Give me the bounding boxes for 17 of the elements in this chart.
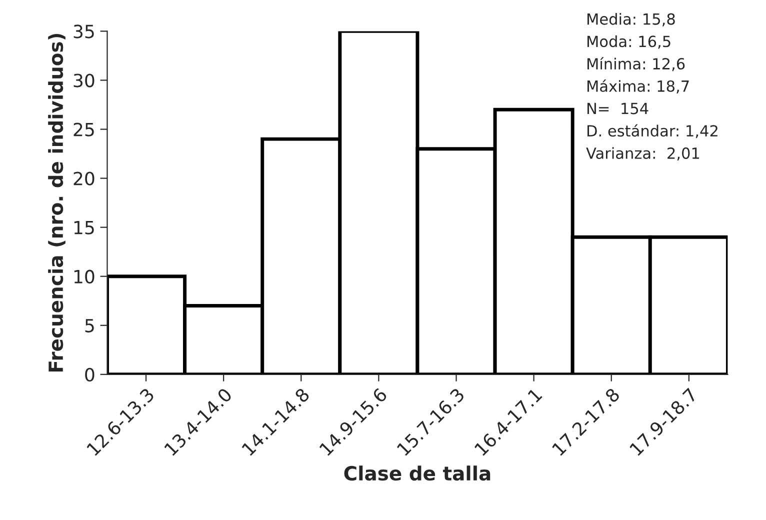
y-tick-label: 10 bbox=[74, 270, 94, 284]
y-tick-label: 25 bbox=[74, 122, 94, 136]
annotation: Varianza: 2,01 bbox=[586, 147, 700, 161]
annotation: N= 154 bbox=[587, 102, 648, 114]
y-tick-label: 15 bbox=[74, 221, 94, 234]
y-tick-label: 35 bbox=[74, 24, 94, 38]
y-tick-label: 20 bbox=[74, 172, 94, 186]
y-tick-label: 30 bbox=[74, 74, 94, 88]
y-tick-label: 5 bbox=[85, 319, 94, 332]
text: Media: 15,8 bbox=[587, 13, 675, 26]
annotation: Máxima: 18,7 bbox=[587, 79, 689, 94]
annotation: D. estándar: 1,42 bbox=[587, 124, 718, 138]
y-tick-label: 0 bbox=[85, 368, 94, 382]
y-axis-title: Frecuencia (nro. de individuos) bbox=[48, 34, 66, 372]
annotation: Mínima: 12,6 bbox=[587, 57, 685, 72]
annotation: Moda: 16,5 bbox=[587, 35, 670, 49]
x-axis-title: Clase de talla bbox=[344, 466, 490, 481]
